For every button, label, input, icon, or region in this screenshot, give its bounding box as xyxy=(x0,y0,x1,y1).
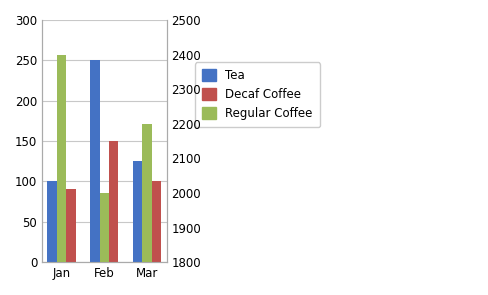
Bar xyxy=(109,141,119,262)
Bar xyxy=(47,181,57,262)
Bar xyxy=(90,60,100,262)
Legend: Tea, Decaf Coffee, Regular Coffee: Tea, Decaf Coffee, Regular Coffee xyxy=(195,62,320,127)
Bar xyxy=(142,124,152,295)
Bar xyxy=(100,193,109,295)
Bar xyxy=(66,189,76,262)
Bar xyxy=(57,55,66,295)
Bar xyxy=(133,161,142,262)
Bar xyxy=(152,181,162,262)
